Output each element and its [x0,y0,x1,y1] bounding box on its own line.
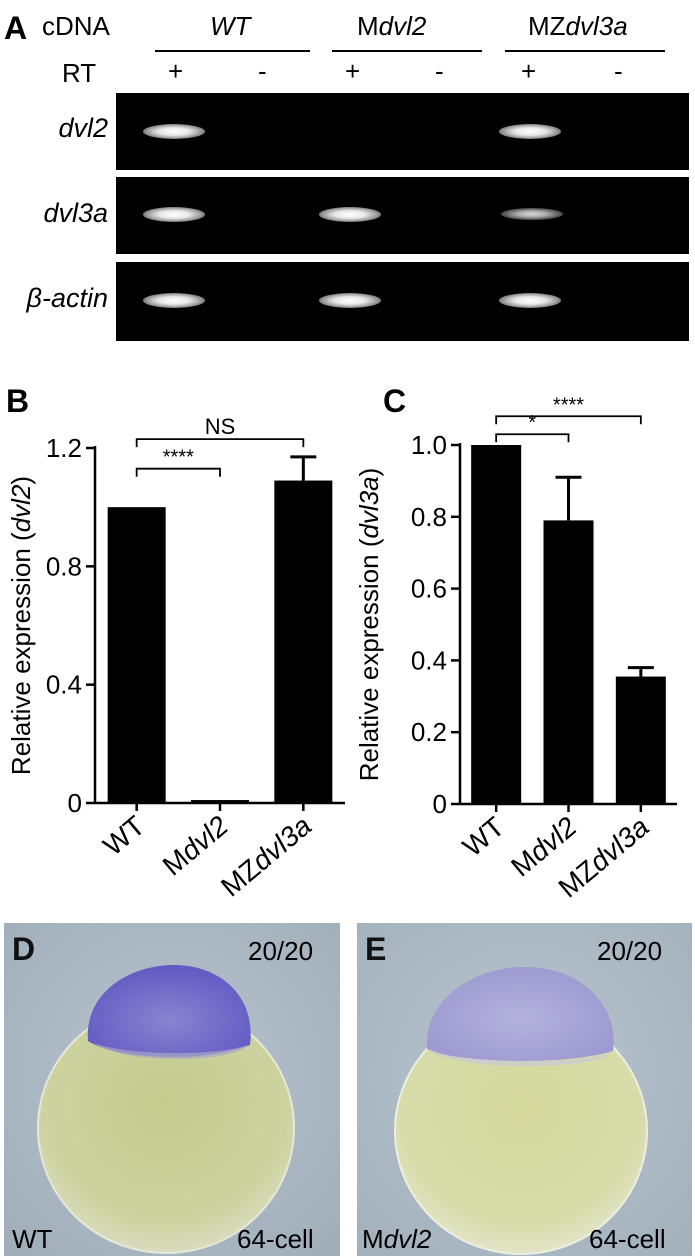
y-tick-label: 0.8 [46,551,82,581]
x-tick-label: WT [97,810,150,862]
bar [191,800,249,804]
x-tick-label: WT [457,811,510,863]
significance-label: **** [553,394,584,416]
panel-e-label: E [365,931,387,967]
significance-bracket [135,438,305,448]
y-tick-label: 0.6 [411,574,447,604]
x-tick-label: MZdvl3a [215,810,317,900]
embryo-image [4,923,340,1256]
gel-label-dvl2: dvl2 [58,113,108,143]
y-axis-label: Relative expression (dvl2) [6,476,36,775]
gel-dvl3a [116,177,689,254]
stage-label-d: 64-cell [237,1224,314,1254]
gel-band [319,293,381,308]
bar-chart-c: 0 0.2 0.4 0.6 0.8 1.0 Relative expression (dvl… [354,394,677,900]
y-tick-label: 0.4 [46,670,82,700]
y-axis-label: Relative expression (dvl3a) [354,468,384,782]
y-tick-label: 0 [433,789,447,819]
rt-sign: - [614,56,623,86]
gel-band [319,207,381,222]
y-tick-label: 0.2 [411,717,447,747]
rt-sign: + [521,56,537,86]
gel-band [143,293,205,308]
gel-band [499,124,561,139]
gel-label-beta-actin: β-actin [26,283,108,313]
significance-bracket [495,433,570,443]
gel-beta-actin [116,262,689,341]
ratio-count-e: 20/20 [597,936,663,966]
rt-label: RT [62,58,97,88]
significance-label: **** [163,447,194,469]
embryo-photo-wt: D 20/20 WT 64-cell [4,923,340,1256]
bar [471,445,522,804]
group-header-wt: WT [210,11,251,41]
bar [107,507,166,803]
panel-d-label: D [12,931,36,967]
y-tick-label: 0.4 [411,645,447,675]
panel-c-label: C [383,383,407,419]
panel-a-label: A [4,10,28,46]
bar [274,480,333,803]
gel-label-dvl3a: dvl3a [43,198,108,228]
x-tick-label: Mdvl2 [157,810,234,882]
gel-dvl2 [116,93,689,170]
bar [615,676,666,804]
stage-label-e: 64-cell [589,1224,666,1254]
gel-band [501,208,563,220]
y-tick-label: 1.2 [46,433,82,463]
rt-sign: + [345,56,361,86]
rt-sign: - [258,56,267,86]
group-header-mdvl2: Mdvl2 [357,11,427,41]
gel-band [143,207,205,222]
rt-sign: + [168,56,184,86]
cdna-label: cDNA [42,11,110,41]
bar [543,520,594,804]
y-tick-label: 0 [68,788,82,818]
group-header-mzdvl3a: MZdvl3a [528,11,628,41]
significance-bracket [135,467,221,477]
significance-label: * [528,412,536,434]
y-tick-label: 0.8 [411,502,447,532]
group-underline-mdvl2 [332,50,482,52]
significance-label: NS [205,414,236,439]
ratio-count-d: 20/20 [248,936,314,966]
genotype-label-d: WT [12,1224,53,1254]
rt-sign: - [435,56,444,86]
gel-band [499,293,561,308]
significance-bracket [495,415,642,425]
y-tick-label: 1.0 [411,430,447,460]
gel-band [143,124,205,139]
embryo-photo-mdvl2: E 20/20 Mdvl2 64-cell [357,923,692,1256]
group-underline-wt [155,50,310,52]
group-underline-mzdvl3a [505,50,665,52]
bar-chart-b: 0 0.4 0.8 1.2 Relative expression (dvl2) WTMd… [6,414,345,900]
embryo-image [357,923,692,1256]
panel-b-label: B [6,383,30,419]
genotype-label-e: Mdvl2 [362,1224,432,1254]
